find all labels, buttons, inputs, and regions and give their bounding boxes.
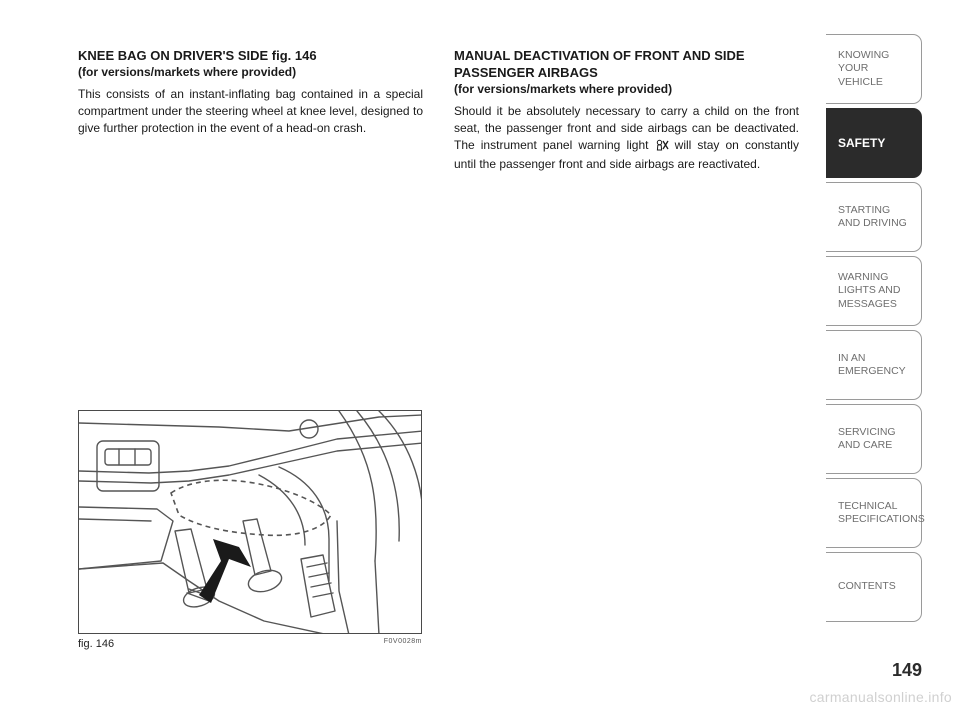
- manual-page: KNEE BAG ON DRIVER'S SIDE fig. 146 (for …: [0, 0, 960, 709]
- tab-knowing-your-vehicle[interactable]: KNOWING YOUR VEHICLE: [826, 34, 922, 104]
- tab-label: KNOWING YOUR VEHICLE: [838, 49, 912, 88]
- tab-contents[interactable]: CONTENTS: [826, 552, 922, 622]
- tab-label: SAFETY: [838, 136, 885, 151]
- figure-caption: fig. 146 F0V0028m: [78, 638, 422, 650]
- tab-label: SERVICING AND CARE: [838, 426, 912, 452]
- figure-146: fig. 146 F0V0028m: [78, 410, 422, 650]
- tab-technical-specifications[interactable]: TECHNICAL SPECIFICATIONS: [826, 478, 922, 548]
- page-number: 149: [892, 660, 922, 681]
- tab-label: TECHNICAL SPECIFICATIONS: [838, 500, 925, 526]
- left-heading: KNEE BAG ON DRIVER'S SIDE fig. 146: [78, 48, 423, 65]
- tab-safety[interactable]: SAFETY: [826, 108, 922, 178]
- tab-label: IN AN EMERGENCY: [838, 352, 912, 378]
- tab-label: STARTING AND DRIVING: [838, 204, 912, 230]
- indicator-arrow: [199, 539, 251, 603]
- figure-caption-right: F0V0028m: [384, 638, 422, 650]
- tab-label: CONTENTS: [838, 580, 896, 593]
- tab-in-an-emergency[interactable]: IN AN EMERGENCY: [826, 330, 922, 400]
- figure-caption-left: fig. 146: [78, 638, 114, 650]
- left-body: This consists of an instant-inflating ba…: [78, 86, 423, 136]
- right-body: Should it be absolutely necessary to car…: [454, 103, 799, 172]
- tab-starting-and-driving[interactable]: STARTING AND DRIVING: [826, 182, 922, 252]
- figure-illustration: [78, 410, 422, 634]
- right-column: MANUAL DEACTIVATION OF FRONT AND SIDE PA…: [454, 48, 799, 173]
- tab-warning-lights-and-messages[interactable]: WARNING LIGHTS AND MESSAGES: [826, 256, 922, 326]
- airbag-off-icon: [655, 139, 669, 156]
- tab-servicing-and-care[interactable]: SERVICING AND CARE: [826, 404, 922, 474]
- left-subheading: (for versions/markets where provided): [78, 65, 423, 81]
- section-tabs: KNOWING YOUR VEHICLE SAFETY STARTING AND…: [826, 34, 922, 622]
- watermark: carmanualsonline.info: [810, 689, 953, 705]
- tab-label: WARNING LIGHTS AND MESSAGES: [838, 271, 912, 310]
- right-heading: MANUAL DEACTIVATION OF FRONT AND SIDE PA…: [454, 48, 799, 82]
- right-subheading: (for versions/markets where provided): [454, 82, 799, 98]
- left-column: KNEE BAG ON DRIVER'S SIDE fig. 146 (for …: [78, 48, 423, 137]
